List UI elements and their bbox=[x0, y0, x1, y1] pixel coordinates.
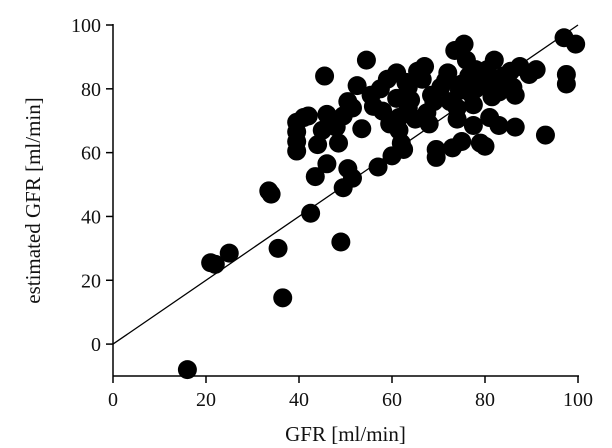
y-tick-label: 60 bbox=[81, 143, 101, 165]
data-points bbox=[177, 28, 586, 380]
data-point bbox=[454, 34, 474, 54]
data-point bbox=[505, 117, 525, 137]
y-tick-label: 80 bbox=[81, 79, 101, 101]
data-point bbox=[484, 50, 504, 70]
data-point bbox=[426, 147, 446, 167]
data-point bbox=[394, 139, 414, 159]
data-point bbox=[401, 90, 421, 110]
data-point bbox=[415, 56, 435, 76]
data-point bbox=[535, 125, 555, 145]
data-point bbox=[356, 50, 376, 70]
data-point bbox=[301, 203, 321, 223]
data-point bbox=[452, 131, 472, 151]
data-point bbox=[556, 74, 576, 94]
data-point bbox=[298, 106, 318, 126]
data-point bbox=[219, 243, 239, 263]
data-point bbox=[463, 95, 483, 115]
y-tick-label: 0 bbox=[91, 334, 101, 356]
data-point bbox=[177, 360, 197, 380]
data-point bbox=[331, 232, 351, 252]
data-point bbox=[447, 109, 467, 129]
data-point bbox=[329, 133, 349, 153]
data-point bbox=[352, 119, 372, 139]
data-point bbox=[317, 154, 337, 174]
data-point bbox=[505, 85, 525, 105]
y-tick-label: 100 bbox=[71, 15, 101, 37]
data-point bbox=[419, 114, 439, 134]
data-point bbox=[566, 34, 586, 54]
x-tick-label: 20 bbox=[196, 389, 216, 411]
data-point bbox=[308, 135, 328, 155]
data-point bbox=[424, 92, 444, 112]
data-point bbox=[273, 288, 293, 308]
data-point bbox=[463, 116, 483, 136]
x-tick-label: 40 bbox=[289, 389, 309, 411]
x-tick-label: 100 bbox=[563, 389, 593, 411]
x-axis-label: GFR [ml/min] bbox=[285, 422, 406, 446]
data-point bbox=[342, 168, 362, 188]
x-tick-label: 80 bbox=[475, 389, 495, 411]
data-point bbox=[475, 136, 495, 156]
y-tick-label: 40 bbox=[81, 206, 101, 228]
data-point bbox=[205, 254, 225, 274]
x-tick-label: 60 bbox=[382, 389, 402, 411]
data-point bbox=[368, 157, 388, 177]
data-point bbox=[261, 184, 281, 204]
data-point bbox=[526, 60, 546, 80]
data-point bbox=[489, 116, 509, 136]
data-point bbox=[342, 98, 362, 118]
y-tick-label: 20 bbox=[81, 270, 101, 292]
data-point bbox=[287, 141, 307, 161]
data-point bbox=[268, 238, 288, 258]
y-ticks: 0 20 40 60 80 100 bbox=[71, 15, 113, 356]
x-ticks: 0 20 40 60 80 100 bbox=[108, 376, 593, 411]
data-point bbox=[438, 63, 458, 83]
y-axis-label: estimated GFR [ml/min] bbox=[21, 97, 45, 303]
data-point bbox=[347, 76, 367, 96]
data-point bbox=[305, 167, 325, 187]
data-point bbox=[315, 66, 335, 86]
x-tick-label: 0 bbox=[108, 389, 118, 411]
